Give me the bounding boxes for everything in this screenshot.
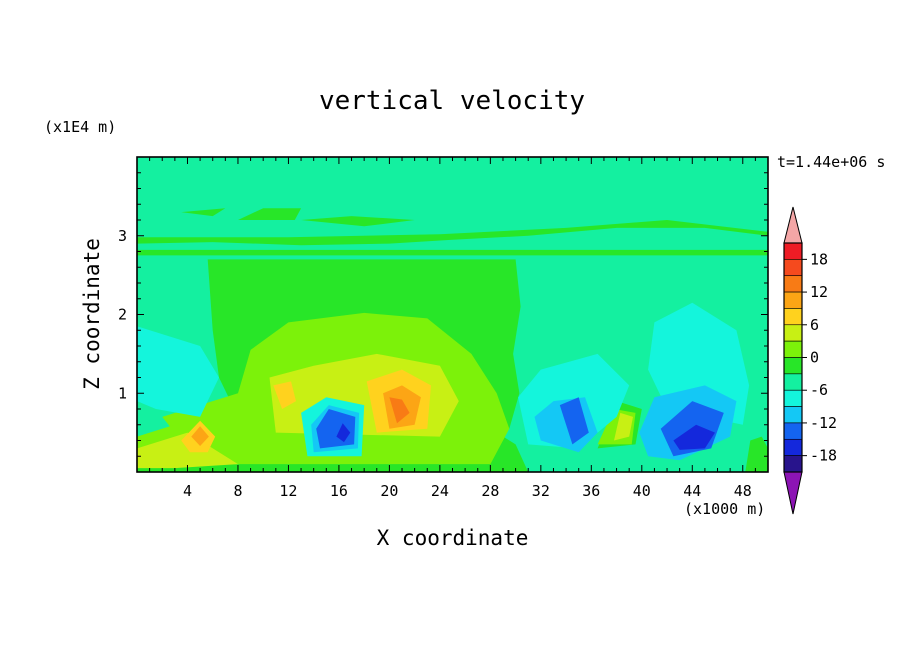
contour-region-orange: [191, 426, 209, 446]
contour-region-yellow: [137, 432, 238, 469]
x-tick-label: 32: [532, 482, 550, 500]
contour-region-blue-dark: [673, 424, 715, 450]
z-axis-units: (x1E4 m): [44, 118, 117, 136]
x-tick-label: 28: [481, 482, 499, 500]
colorbar-box: [783, 340, 803, 358]
colorbar-tick-label: -6: [810, 381, 828, 399]
contour-region-green: [238, 208, 302, 220]
colorbar-cap-top: [783, 206, 803, 244]
x-tick-label: 8: [233, 482, 242, 500]
x-tick-label: 36: [582, 482, 600, 500]
x-axis-label: X coordinate: [376, 526, 529, 550]
chart-title: vertical velocity: [318, 86, 586, 116]
y-tick-label: 2: [118, 306, 127, 324]
colorbar: 18 12 6 0 -6 -12 -18: [783, 206, 837, 515]
colorbar-box: [783, 259, 803, 277]
colorbar-cap-bottom: [783, 471, 803, 515]
colorbar-box: [783, 373, 803, 391]
time-stamp-label: t=1.44e+06 s: [777, 153, 886, 171]
contour-region-orange-dark: [389, 397, 410, 424]
colorbar-tick-label: 12: [810, 283, 828, 301]
y-tick-label: 1: [118, 384, 127, 402]
colorbar-box: [783, 455, 803, 473]
contour-region-blue: [559, 397, 589, 445]
colorbar-box: [783, 389, 803, 407]
colorbar-tick-label: 6: [810, 316, 819, 334]
colorbar-box: [783, 324, 803, 342]
contour-region-green: [181, 208, 226, 217]
colorbar-tick-label: 18: [810, 250, 828, 268]
y-tick-label: 3: [118, 227, 127, 245]
x-tick-label: 24: [431, 482, 449, 500]
colorbar-tick-label: 0: [810, 349, 819, 367]
contour-region-green: [137, 220, 768, 246]
contour-region-green: [137, 249, 768, 256]
colorbar-box: [783, 357, 803, 375]
contour-region-orange-light: [273, 381, 296, 409]
x-tick-label: 40: [633, 482, 651, 500]
colorbar-box: [783, 275, 803, 293]
colorbar-box: [783, 422, 803, 440]
x-tick-label: 4: [183, 482, 192, 500]
x-tick-label: 20: [380, 482, 398, 500]
colorbar-box: [783, 308, 803, 326]
x-axis-units: (x1000 m): [684, 500, 766, 518]
x-tick-label: 16: [330, 482, 348, 500]
contour-region-blue-weak: [137, 326, 219, 417]
contour-field: [137, 157, 768, 472]
colorbar-box: [783, 438, 803, 456]
colorbar-box: [783, 242, 803, 260]
x-tick-label: 48: [734, 482, 752, 500]
colorbar-box: [783, 406, 803, 424]
x-tick-label: 44: [683, 482, 701, 500]
contour-region-green: [301, 216, 415, 227]
contour-region-yellow: [614, 412, 633, 441]
colorbar-box: [783, 291, 803, 309]
contour-region-blue-dark: [336, 423, 351, 443]
x-tick-label: 12: [279, 482, 297, 500]
colorbar-tick-label: -12: [810, 414, 837, 432]
colorbar-tick-label: -18: [810, 447, 837, 465]
contour-region-green: [745, 436, 768, 472]
